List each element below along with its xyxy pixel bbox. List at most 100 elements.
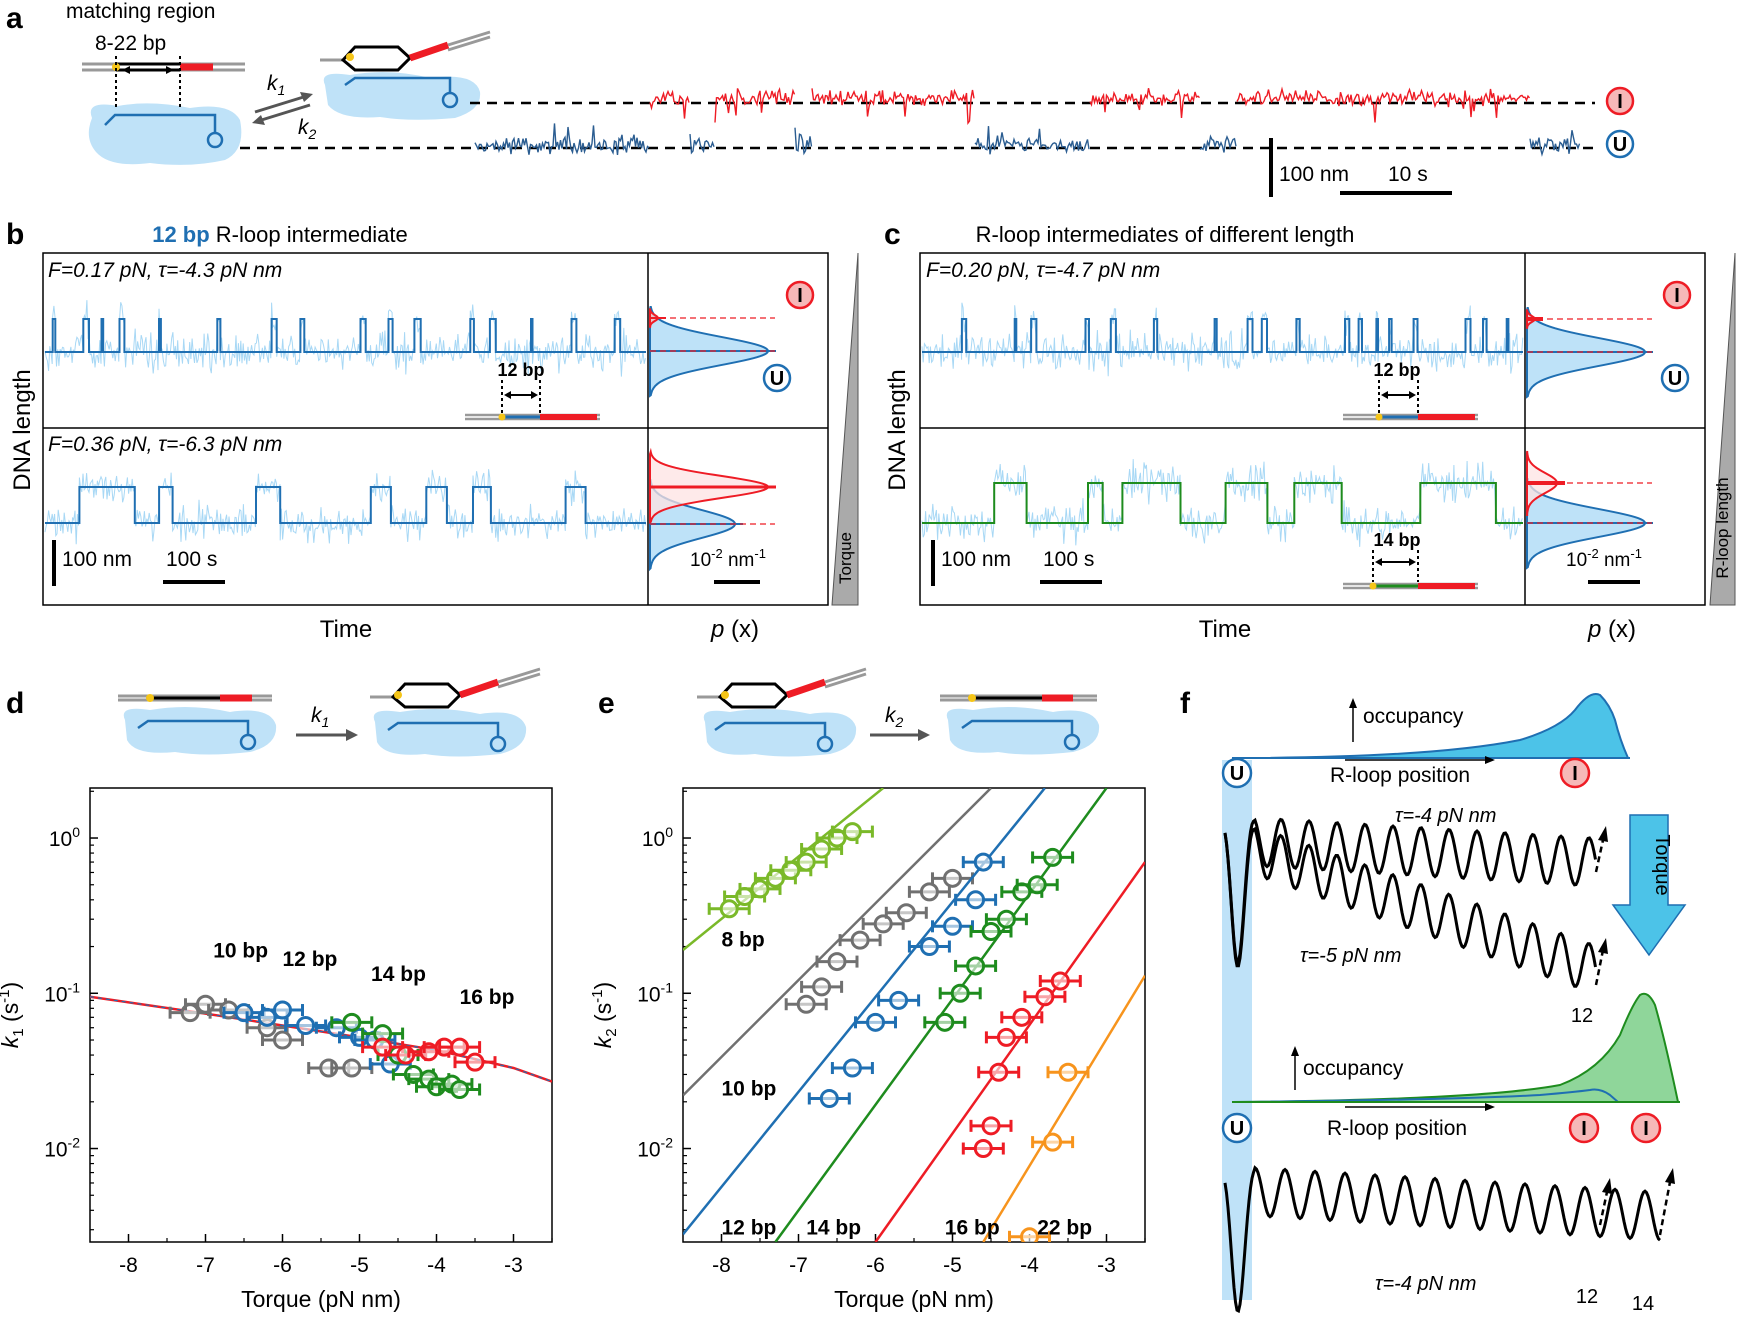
series-label: 22 bp <box>1037 1216 1092 1239</box>
data-point <box>450 1037 470 1057</box>
data-point <box>273 1000 292 1020</box>
data-point <box>842 822 862 842</box>
occupancy-label-bottom: occupancy <box>1303 1057 1404 1080</box>
intermediate-schematic <box>320 30 491 120</box>
data-point <box>950 983 970 1003</box>
data-point <box>989 1062 1009 1082</box>
plot-area <box>90 994 552 1100</box>
histogram-c <box>1526 306 1653 570</box>
svg-text:U: U <box>1230 763 1244 785</box>
x-tick-label: -7 <box>196 1254 215 1277</box>
torque-arrow <box>1611 814 1687 957</box>
schematic-d-left <box>118 694 277 755</box>
x-axis-label: Torque (pN nm) <box>241 1286 401 1312</box>
state-badge-I-f2: I <box>1568 1112 1600 1144</box>
svg-text:I: I <box>1674 285 1680 307</box>
data-point <box>966 890 986 910</box>
state-badge-I-b: I <box>785 280 815 310</box>
energy-landscape-tau4 <box>1223 817 1597 965</box>
panel-c-xlabel: Time <box>1199 616 1251 643</box>
y-tick-label: 100 <box>642 824 673 851</box>
svg-text:U: U <box>1668 368 1682 390</box>
unbound-trace-segment <box>689 134 715 155</box>
scalebar-time-c-label: 100 s <box>1043 548 1094 571</box>
x-tick-label: -6 <box>866 1254 885 1277</box>
data-point <box>966 956 986 976</box>
panel-c: R-loop intermediates of different length… <box>884 222 1736 643</box>
data-point <box>996 909 1016 929</box>
y-tick-label: 10-2 <box>637 1135 673 1162</box>
tau-label-b: τ=-5 pN nm <box>1300 945 1401 967</box>
data-point <box>796 852 816 872</box>
data-point <box>896 903 916 923</box>
series-label: 12 bp <box>722 1216 777 1239</box>
state-badge-I-f1: I <box>1559 757 1591 789</box>
series-label: 16 bp <box>460 986 515 1009</box>
state-badge-I-f3: I <box>1630 1112 1662 1144</box>
data-point <box>1020 1227 1039 1242</box>
data-point <box>842 1058 862 1078</box>
chart-e: -8 -7 -6 -5 -4 -3 10-2 10-1 100 Torque (pN nm) k2 … <box>589 787 1146 1312</box>
panel-label-a: a <box>6 2 23 35</box>
k2-arrow <box>254 103 311 124</box>
trace-c-bottom <box>921 459 1523 547</box>
matching-region-label: matching region <box>66 0 215 23</box>
state-badge-U-f2: U <box>1221 1112 1253 1144</box>
fit-line-12bp <box>683 788 1046 1236</box>
y-tick-label: 10-2 <box>44 1135 80 1162</box>
trace-b-top-fit <box>45 318 646 353</box>
series-label: 10 bp <box>722 1077 777 1100</box>
data-point <box>396 1045 416 1065</box>
panel-b-ylabel: DNA length <box>9 369 36 490</box>
state-badge-U-c: U <box>1660 363 1690 393</box>
svg-text:I: I <box>797 285 803 307</box>
unbound-trace-segment <box>474 123 650 156</box>
panel-label-f: f <box>1180 687 1191 720</box>
x-tick-label: -5 <box>350 1254 369 1277</box>
state-badge-I-a: I <box>1605 86 1635 116</box>
data-point <box>973 1139 993 1159</box>
occupancy-curve-bottom-12 <box>1231 1088 1619 1103</box>
scalebar-time-b-label: 100 s <box>166 548 217 571</box>
occupancy-curve-bottom-14 <box>1231 992 1680 1103</box>
data-point <box>796 994 816 1014</box>
panel-c-frame <box>919 252 1706 606</box>
panel-label-b: b <box>6 218 24 251</box>
panel-label-e: e <box>598 687 615 720</box>
data-point <box>465 1052 485 1072</box>
data-point <box>996 1027 1016 1047</box>
data-point <box>919 937 939 957</box>
plot-frame <box>89 787 553 1243</box>
data-point <box>943 916 962 936</box>
schematic-b: 12 bp <box>465 360 600 421</box>
state-badge-U-a: U <box>1605 129 1635 159</box>
svg-text:14 bp: 14 bp <box>1373 530 1420 550</box>
data-point <box>342 1012 362 1032</box>
trace-b-bottom-raw <box>44 469 647 545</box>
tau-label-c: τ=-4 pN nm <box>1375 1273 1476 1295</box>
panel-b-xlabel: Time <box>320 616 372 643</box>
schematic-c-top: 12 bp <box>1343 360 1478 421</box>
data-point <box>1043 1132 1063 1152</box>
panel-e: k2 -8 -7 -6 -5 -4 -3 10-2 10-1 100 Torque (pN nm)… <box>589 667 1146 1312</box>
panel-a: matching region 8-22 bp k1 k2 <box>66 0 1635 197</box>
data-point <box>273 1030 292 1050</box>
n14-label: 14 <box>1632 1293 1654 1315</box>
panel-d: k1 -8 -7 -6 -5 -4 -3 10-2 10-1 100 Torque (pN nm)… <box>0 667 553 1312</box>
svg-text:12 bp: 12 bp <box>497 360 544 380</box>
trace-b-bottom-fit <box>45 486 646 524</box>
svg-text:I: I <box>1581 1118 1587 1140</box>
x-tick-label: -4 <box>1020 1254 1039 1277</box>
series-label: 14 bp <box>371 963 426 986</box>
data-point <box>943 868 962 888</box>
data-point <box>873 914 893 934</box>
trace-c-bottom-raw <box>921 459 1523 547</box>
trace-b-top-raw <box>44 300 646 377</box>
unbound-trace-segment <box>794 127 813 156</box>
trace-c-top-fit <box>922 318 1523 353</box>
data-point <box>819 1089 839 1109</box>
data-point <box>296 1016 316 1036</box>
panel-b-title: 12 bp R-loop intermediate <box>152 222 408 247</box>
series-label: 16 bp <box>945 1216 1000 1239</box>
